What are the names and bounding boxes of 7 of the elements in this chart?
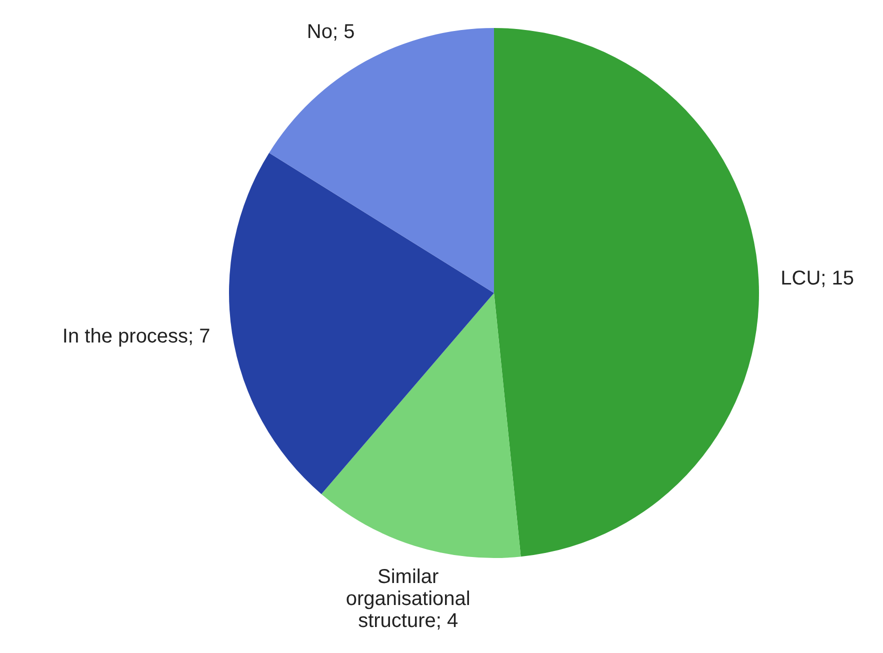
- slice-label: LCU; 15: [780, 267, 854, 290]
- slice-label: Similar organisational structure; 4: [346, 566, 470, 632]
- slice-label: No; 5: [306, 21, 355, 44]
- pie-slice: [494, 28, 759, 557]
- pie-slice: [321, 293, 521, 558]
- pie-slice: [229, 152, 494, 494]
- slice-label: In the process; 7: [62, 325, 210, 348]
